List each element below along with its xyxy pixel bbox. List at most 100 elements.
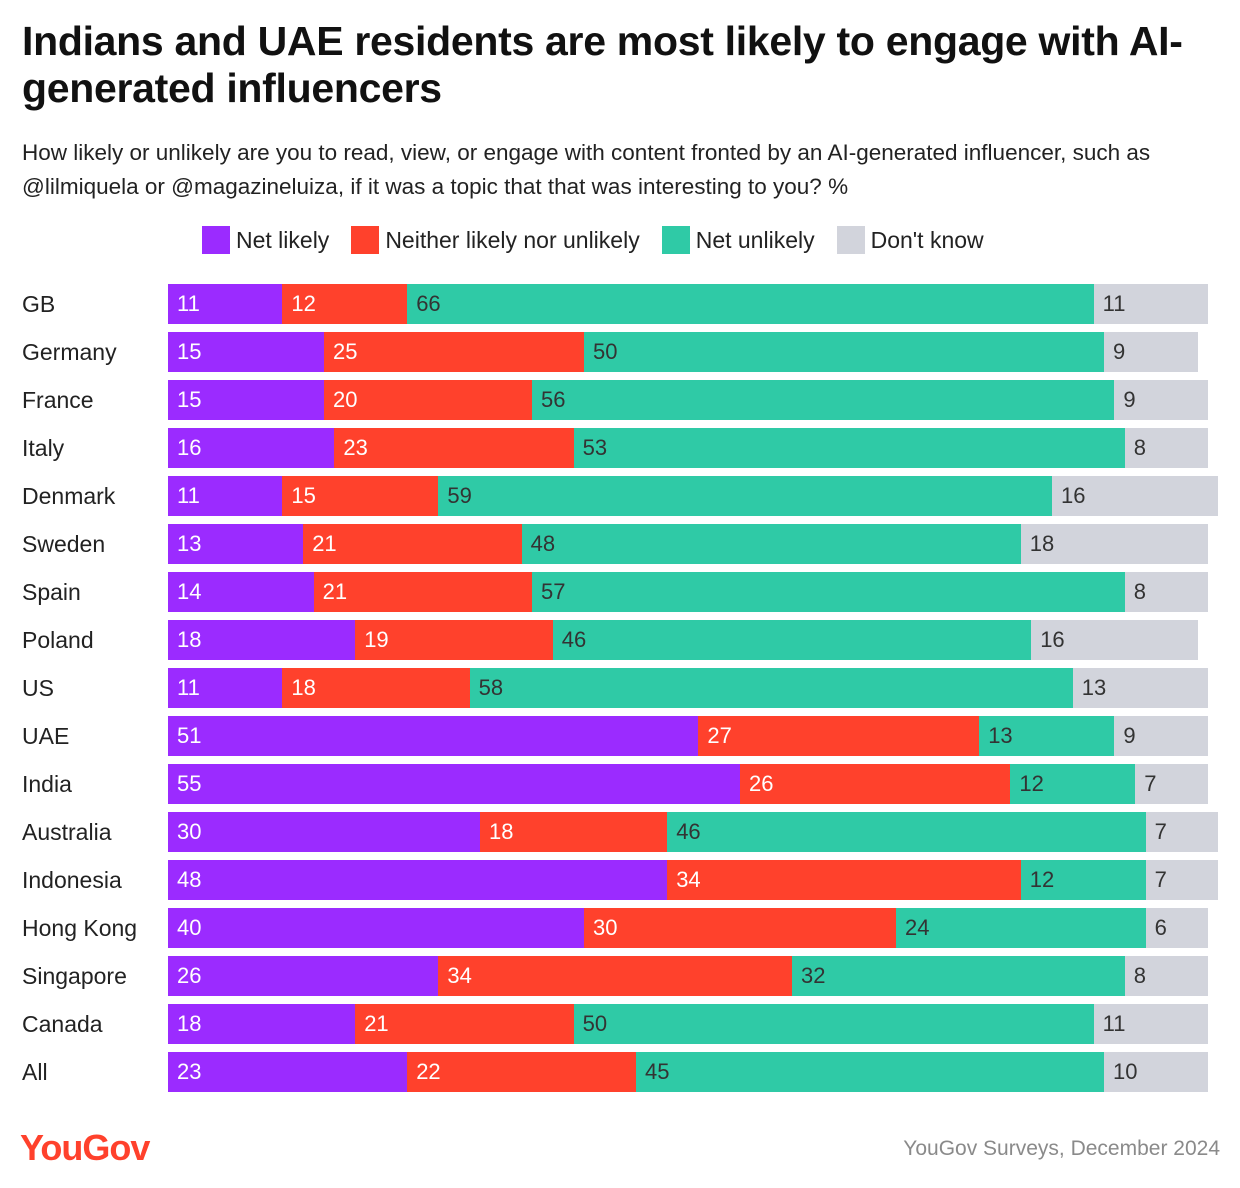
bar-segment-net-likely: 16: [168, 428, 335, 468]
category-label: Canada: [22, 1011, 103, 1037]
bar-segment-net-likely: 40: [168, 908, 584, 948]
legend-item-net-unlikely: Net unlikely: [661, 226, 815, 254]
legend-swatch: [202, 226, 230, 254]
bar-segment-dont-know: 8: [1124, 572, 1208, 612]
bar-segment-net-likely: 55: [168, 764, 740, 804]
bar-segment-net-likely: 15: [168, 380, 324, 420]
bar-segment-net-likely: 15: [168, 332, 324, 372]
bar-segment-dont-know: 9: [1114, 380, 1208, 420]
chart-title: Indians and UAE residents are most likel…: [22, 18, 1183, 111]
bar-segment-net-likely: 11: [168, 668, 283, 708]
bar-segment-net-unlikely: 50: [584, 332, 1104, 372]
category-label: Hong Kong: [22, 915, 138, 941]
bar-segment-neither: 26: [740, 764, 1011, 804]
legend-item-neither: Neither likely nor unlikely: [351, 226, 640, 254]
bar-segment-net-unlikely: 45: [636, 1052, 1104, 1092]
category-label: France: [22, 387, 94, 413]
bar-segment-neither: 12: [282, 284, 408, 324]
bar-segment-neither: 15: [282, 476, 439, 516]
bar-segment-net-unlikely: 59: [438, 476, 1052, 516]
bar-segment-net-unlikely: 13: [979, 716, 1115, 756]
bar-segment-dont-know: 11: [1093, 1004, 1208, 1044]
bar-segment-net-likely: 26: [168, 956, 439, 996]
legend: Net likely Neither likely nor unlikely Net…: [202, 226, 984, 254]
category-label: All: [22, 1059, 48, 1085]
category-label: Sweden: [22, 531, 106, 557]
category-label: US: [22, 675, 54, 701]
bar-segment-dont-know: 16: [1031, 620, 1198, 660]
chart-subtitle: How likely or unlikely are you to read, …: [22, 140, 1151, 199]
category-label: Italy: [22, 435, 65, 461]
bar-segment-net-unlikely: 48: [521, 524, 1021, 564]
bar-segment-dont-know: 13: [1072, 668, 1208, 708]
bar-segment-net-unlikely: 12: [1020, 860, 1146, 900]
bar-segment-dont-know: 7: [1145, 812, 1219, 852]
bar-segment-dont-know: 9: [1104, 332, 1198, 372]
bar-segment-dont-know: 18: [1020, 524, 1208, 564]
bar-segment-dont-know: 8: [1124, 428, 1208, 468]
bar-segment-dont-know: 16: [1052, 476, 1219, 516]
bar-segment-dont-know: 6: [1145, 908, 1208, 948]
legend-item-net-likely: Net likely: [202, 226, 329, 254]
bar-segment-neither: 22: [407, 1052, 636, 1092]
category-label: UAE: [22, 723, 70, 749]
bar-segment-net-unlikely: 12: [1010, 764, 1136, 804]
category-label: Poland: [22, 627, 94, 653]
bar-segment-net-unlikely: 56: [532, 380, 1115, 420]
category-label: Singapore: [22, 963, 127, 989]
category-label: Indonesia: [22, 867, 122, 893]
bar-segment-neither: 25: [324, 332, 584, 372]
bar-segment-net-unlikely: 66: [407, 284, 1094, 324]
bar-segment-net-likely: 48: [168, 860, 668, 900]
bar-segment-net-likely: 18: [168, 620, 356, 660]
bar-segment-dont-know: 7: [1145, 860, 1219, 900]
bar-segment-net-unlikely: 46: [552, 620, 1032, 660]
bar-segment-net-likely: 11: [168, 476, 283, 516]
bar-segment-dont-know: 7: [1135, 764, 1208, 804]
bar-segment-net-likely: 23: [168, 1052, 408, 1092]
bar-segment-net-likely: 18: [168, 1004, 356, 1044]
bar-segment-net-unlikely: 58: [469, 668, 1073, 708]
bar-segment-net-unlikely: 32: [792, 956, 1125, 996]
legend-swatch: [661, 226, 690, 254]
logo-text: YouGov: [20, 1127, 150, 1168]
category-label: Denmark: [22, 483, 116, 509]
legend-label: Don't know: [870, 226, 984, 253]
bar-segment-net-likely: 30: [168, 812, 480, 852]
bar-segment-dont-know: 10: [1104, 1052, 1208, 1092]
bar-segment-neither: 21: [303, 524, 522, 564]
bar-segment-neither: 18: [282, 668, 470, 708]
yougov-logo: YouGov: [20, 1126, 150, 1170]
category-label: India: [22, 771, 72, 797]
bar-segment-neither: 21: [313, 572, 532, 612]
bar-segment-net-unlikely: 46: [667, 812, 1146, 852]
category-label: Germany: [22, 339, 117, 365]
legend-label: Neither likely nor unlikely: [385, 226, 640, 253]
category-label: GB: [22, 291, 56, 317]
bar-segment-net-likely: 14: [168, 572, 314, 612]
bar-segment-net-likely: 13: [168, 524, 304, 564]
bar-segment-net-unlikely: 50: [573, 1004, 1094, 1044]
bar-segment-net-unlikely: 24: [896, 908, 1146, 948]
bar-segment-net-likely: 51: [168, 716, 699, 756]
bar-segment-neither: 19: [355, 620, 553, 660]
bar-segment-dont-know: 11: [1093, 284, 1208, 324]
bar-segment-neither: 23: [334, 428, 574, 468]
bar-segment-neither: 27: [698, 716, 980, 756]
category-label: Spain: [22, 579, 81, 605]
bar-segment-neither: 34: [667, 860, 1021, 900]
legend-swatch: [351, 226, 380, 254]
bar-segment-net-unlikely: 53: [573, 428, 1125, 468]
bar-segment-neither: 21: [355, 1004, 574, 1044]
bar-segment-dont-know: 9: [1114, 716, 1208, 756]
legend-label: Net unlikely: [695, 226, 815, 253]
bar-segment-net-unlikely: 57: [532, 572, 1125, 612]
legend-label: Net likely: [236, 226, 330, 253]
bar-segment-neither: 30: [584, 908, 896, 948]
category-label: Australia: [22, 819, 112, 845]
bar-segment-neither: 18: [480, 812, 668, 852]
source-note: YouGov Surveys, December 2024: [903, 1137, 1220, 1160]
bar-segment-neither: 34: [438, 956, 792, 996]
legend-swatch: [836, 226, 865, 254]
legend-item-dont-know: Don't know: [836, 226, 984, 254]
